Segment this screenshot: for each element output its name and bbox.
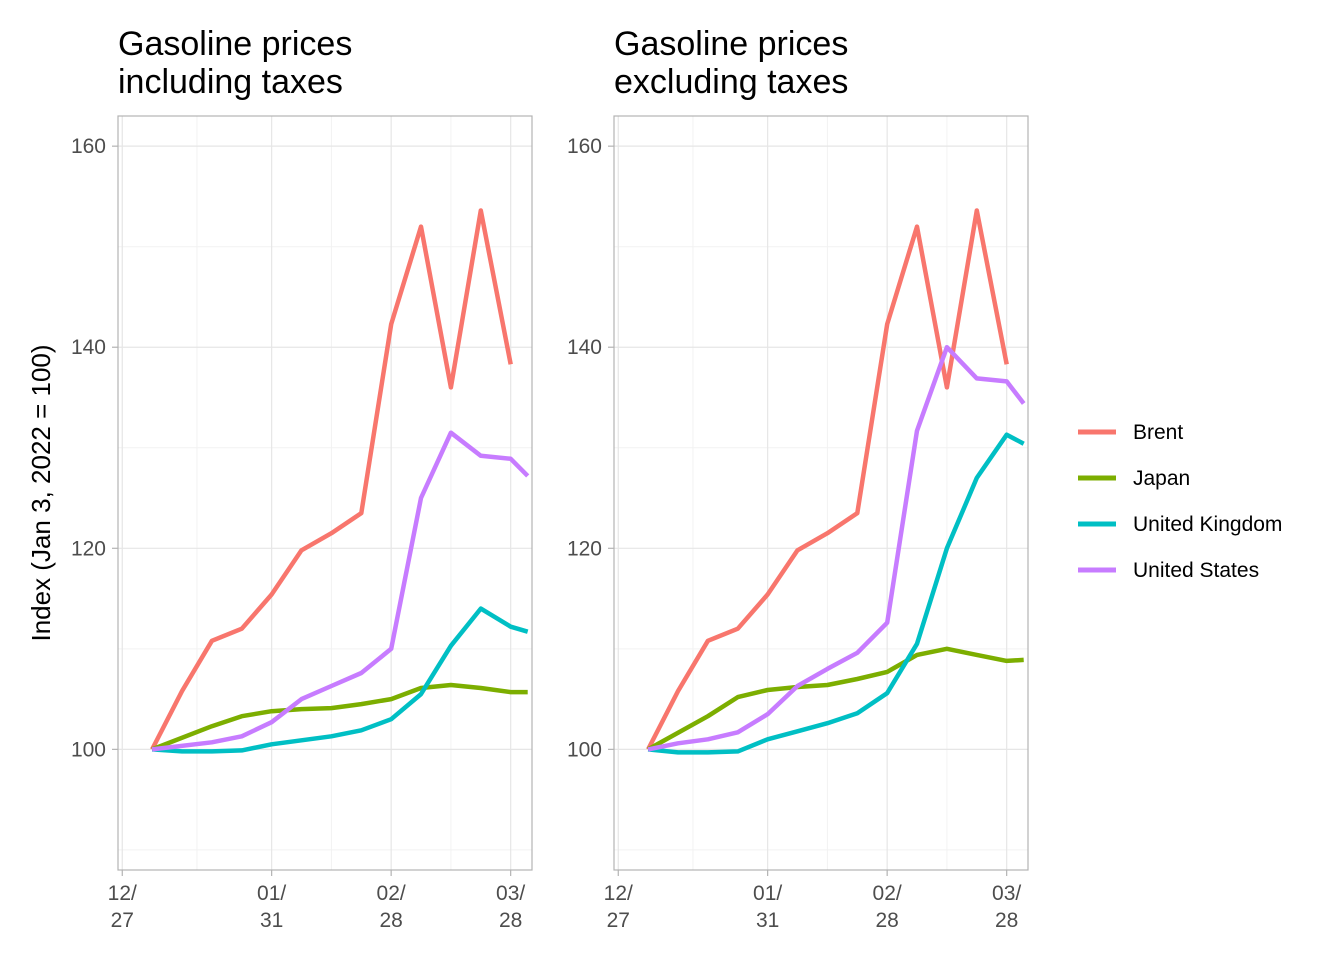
legend-label: Japan: [1133, 467, 1190, 490]
y-tick-label: 160: [567, 135, 602, 158]
x-tick-label: 03/28: [992, 882, 1021, 932]
y-tick-label: 100: [567, 738, 602, 761]
legend-item: United States: [1078, 559, 1259, 582]
legend-label: United States: [1133, 559, 1259, 582]
series-line-brent: [646, 208, 1009, 751]
x-tick-label: 03/28: [496, 882, 525, 932]
y-tick-label: 100: [71, 738, 106, 761]
x-tick-label: 01/31: [257, 882, 286, 932]
chart-panel-1: Gasoline prices including taxes 100 120 140 1…: [26, 25, 533, 932]
legend-item: Brent: [1078, 421, 1183, 444]
x-tick-label: 02/28: [377, 882, 406, 932]
series-line-united-kingdom: [647, 432, 1025, 755]
y-tick-label: 120: [567, 537, 602, 560]
legend-item: Japan: [1078, 467, 1190, 490]
y-axis-label: Index (Jan 3, 2022 = 100): [26, 344, 56, 641]
y-tick-label: 120: [71, 537, 106, 560]
y-tick-label: 140: [567, 336, 602, 359]
series-line-united-states: [647, 344, 1026, 752]
legend: Brent Japan United Kingdom United States: [1078, 421, 1282, 582]
x-tick-label: 12/27: [108, 882, 137, 932]
x-tick-label: 01/31: [753, 882, 782, 932]
series-line-japan: [151, 682, 528, 752]
panel-border: [613, 115, 1029, 871]
legend-label: Brent: [1133, 421, 1183, 444]
series-line-japan: [647, 646, 1024, 752]
x-tick-label: 02/28: [873, 882, 902, 932]
y-tick-label: 140: [71, 336, 106, 359]
series-line-brent: [150, 208, 513, 751]
series-line-united-kingdom: [151, 606, 529, 754]
panel-border: [117, 115, 533, 871]
y-tick-label: 160: [71, 135, 106, 158]
chart-title: Gasoline prices including taxes: [118, 25, 352, 101]
legend-label: United Kingdom: [1133, 513, 1282, 536]
x-tick-label: 12/27: [604, 882, 633, 932]
chart-title: Gasoline prices excluding taxes: [614, 25, 848, 101]
chart-panel-2: Gasoline prices excluding taxes 100 120 140 1…: [567, 25, 1029, 932]
series-line-united-states: [151, 430, 530, 752]
legend-item: United Kingdom: [1078, 513, 1282, 536]
